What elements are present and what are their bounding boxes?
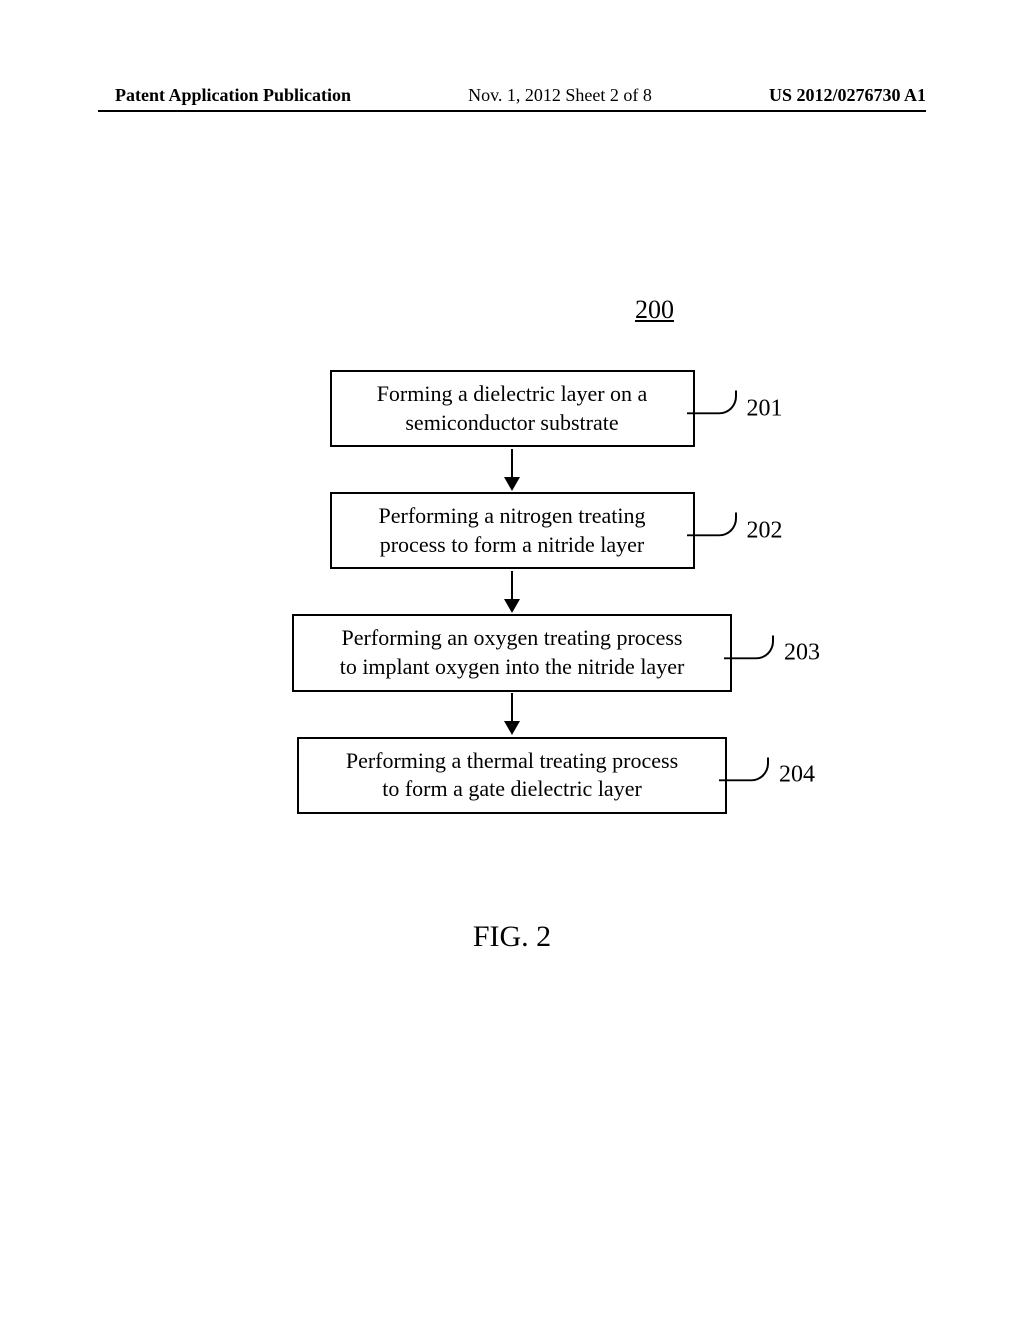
- arrow-head-icon: [504, 599, 520, 613]
- page-header: Patent Application Publication Nov. 1, 2…: [0, 85, 1024, 106]
- step-1-label: 201: [747, 393, 783, 424]
- step-3-connector: 203: [724, 637, 820, 668]
- arrow-1: [504, 447, 520, 492]
- figure-caption: FIG. 2: [473, 920, 551, 954]
- arrow-line-icon: [511, 571, 513, 601]
- step-1-line-2: semiconductor substrate: [352, 409, 673, 438]
- header-date-sheet: Nov. 1, 2012 Sheet 2 of 8: [468, 85, 652, 106]
- header-divider: [98, 110, 926, 112]
- arrow-3: [504, 692, 520, 737]
- connector-curve-icon: [719, 757, 769, 781]
- flowchart-reference-number: 200: [635, 295, 674, 325]
- step-4-line-1: Performing a thermal treating process: [319, 747, 705, 776]
- step-3-line-1: Performing an oxygen treating process: [314, 624, 710, 653]
- arrow-head-icon: [504, 721, 520, 735]
- step-4-connector: 204: [719, 760, 815, 791]
- step-3-line-2: to implant oxygen into the nitride layer: [314, 653, 710, 682]
- step-2-line-2: process to form a nitride layer: [352, 531, 673, 560]
- arrow-line-icon: [511, 693, 513, 723]
- flowchart-step-3: Performing an oxygen treating process to…: [292, 614, 732, 691]
- arrow-2: [504, 569, 520, 614]
- flowchart-step-2: Performing a nitrogen treating process t…: [330, 492, 695, 569]
- step-1-connector: 201: [687, 393, 783, 424]
- connector-curve-icon: [687, 391, 737, 415]
- flowchart-step-1: Forming a dielectric layer on a semicond…: [330, 370, 695, 447]
- connector-curve-icon: [687, 513, 737, 537]
- step-2-connector: 202: [687, 515, 783, 546]
- arrow-line-icon: [511, 449, 513, 479]
- arrow-head-icon: [504, 477, 520, 491]
- step-2-line-1: Performing a nitrogen treating: [352, 502, 673, 531]
- step-2-label: 202: [747, 515, 783, 546]
- flowchart: Forming a dielectric layer on a semicond…: [292, 370, 732, 814]
- connector-curve-icon: [724, 635, 774, 659]
- header-patent-number: US 2012/0276730 A1: [769, 85, 926, 106]
- step-3-label: 203: [784, 637, 820, 668]
- step-4-line-2: to form a gate dielectric layer: [319, 775, 705, 804]
- flowchart-step-4: Performing a thermal treating process to…: [297, 737, 727, 814]
- step-4-label: 204: [779, 760, 815, 791]
- header-publication: Patent Application Publication: [115, 85, 351, 106]
- step-1-line-1: Forming a dielectric layer on a: [352, 380, 673, 409]
